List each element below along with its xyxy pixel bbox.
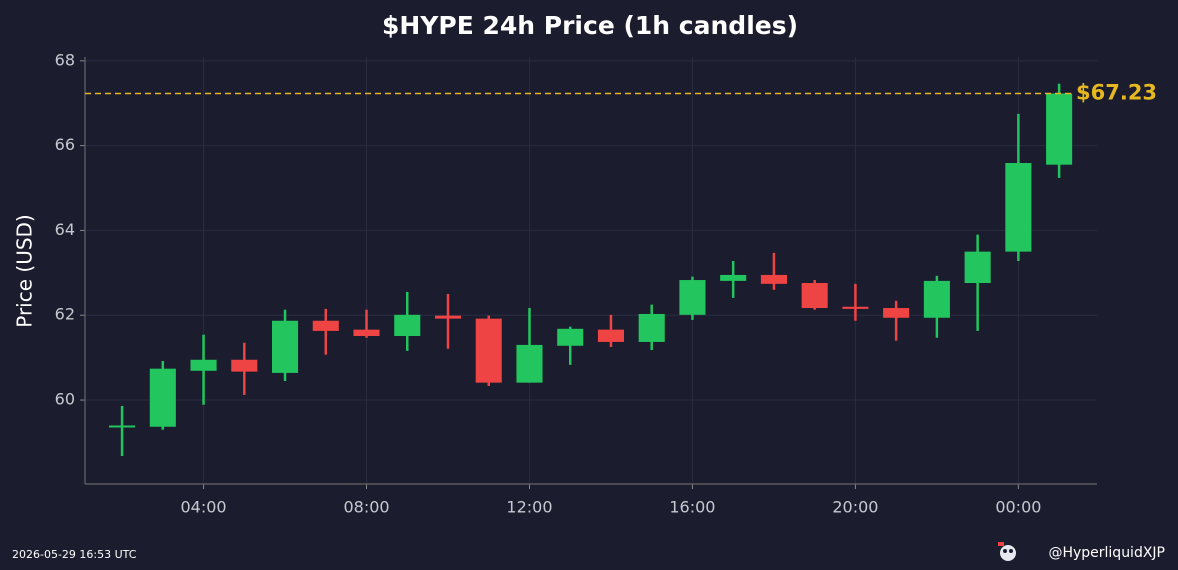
candle-body — [597, 329, 624, 342]
x-tick-label: 12:00 — [506, 498, 552, 517]
candle-body — [394, 314, 421, 337]
candle-body — [842, 306, 869, 309]
candle-body — [190, 359, 217, 371]
y-tick-label: 60 — [55, 390, 75, 409]
last-price-label: $67.23 — [1076, 80, 1157, 104]
candle-body — [434, 315, 462, 319]
candle-body — [272, 320, 299, 373]
y-tick-label: 64 — [55, 220, 75, 239]
candle-body — [679, 280, 706, 315]
x-tick-label: 04:00 — [181, 498, 227, 517]
candle-body — [475, 318, 502, 383]
candle-body — [720, 274, 747, 281]
x-tick-label: 20:00 — [832, 498, 878, 517]
y-tick-label: 66 — [55, 135, 75, 154]
candle-body — [1046, 93, 1073, 165]
candle-body — [923, 280, 950, 318]
handle: @HyperliquidXJP — [1048, 545, 1165, 561]
y-tick-label: 68 — [55, 50, 75, 69]
candle-body — [312, 320, 339, 331]
candle-body — [1005, 163, 1032, 252]
candle-body — [883, 308, 910, 318]
candle-body — [149, 368, 176, 427]
candle-body — [557, 328, 584, 346]
y-axis-label: Price (USD) — [13, 214, 37, 328]
candle-body — [231, 359, 258, 372]
x-tick-label: 00:00 — [995, 498, 1041, 517]
candle-body — [109, 425, 136, 428]
x-tick-label: 08:00 — [343, 498, 389, 517]
x-tick-label: 16:00 — [669, 498, 715, 517]
timestamp: 2026-05-29 16:53 UTC — [12, 548, 137, 561]
candle-body — [638, 313, 665, 342]
candle-body — [801, 283, 828, 309]
candle-body — [353, 329, 380, 337]
logo-icon — [998, 542, 1016, 561]
candle-body — [760, 274, 787, 284]
y-tick-label: 62 — [55, 305, 75, 324]
candle-body — [964, 251, 991, 284]
candle-body — [516, 344, 543, 383]
chart-title: $HYPE 24h Price (1h candles) — [382, 11, 798, 40]
